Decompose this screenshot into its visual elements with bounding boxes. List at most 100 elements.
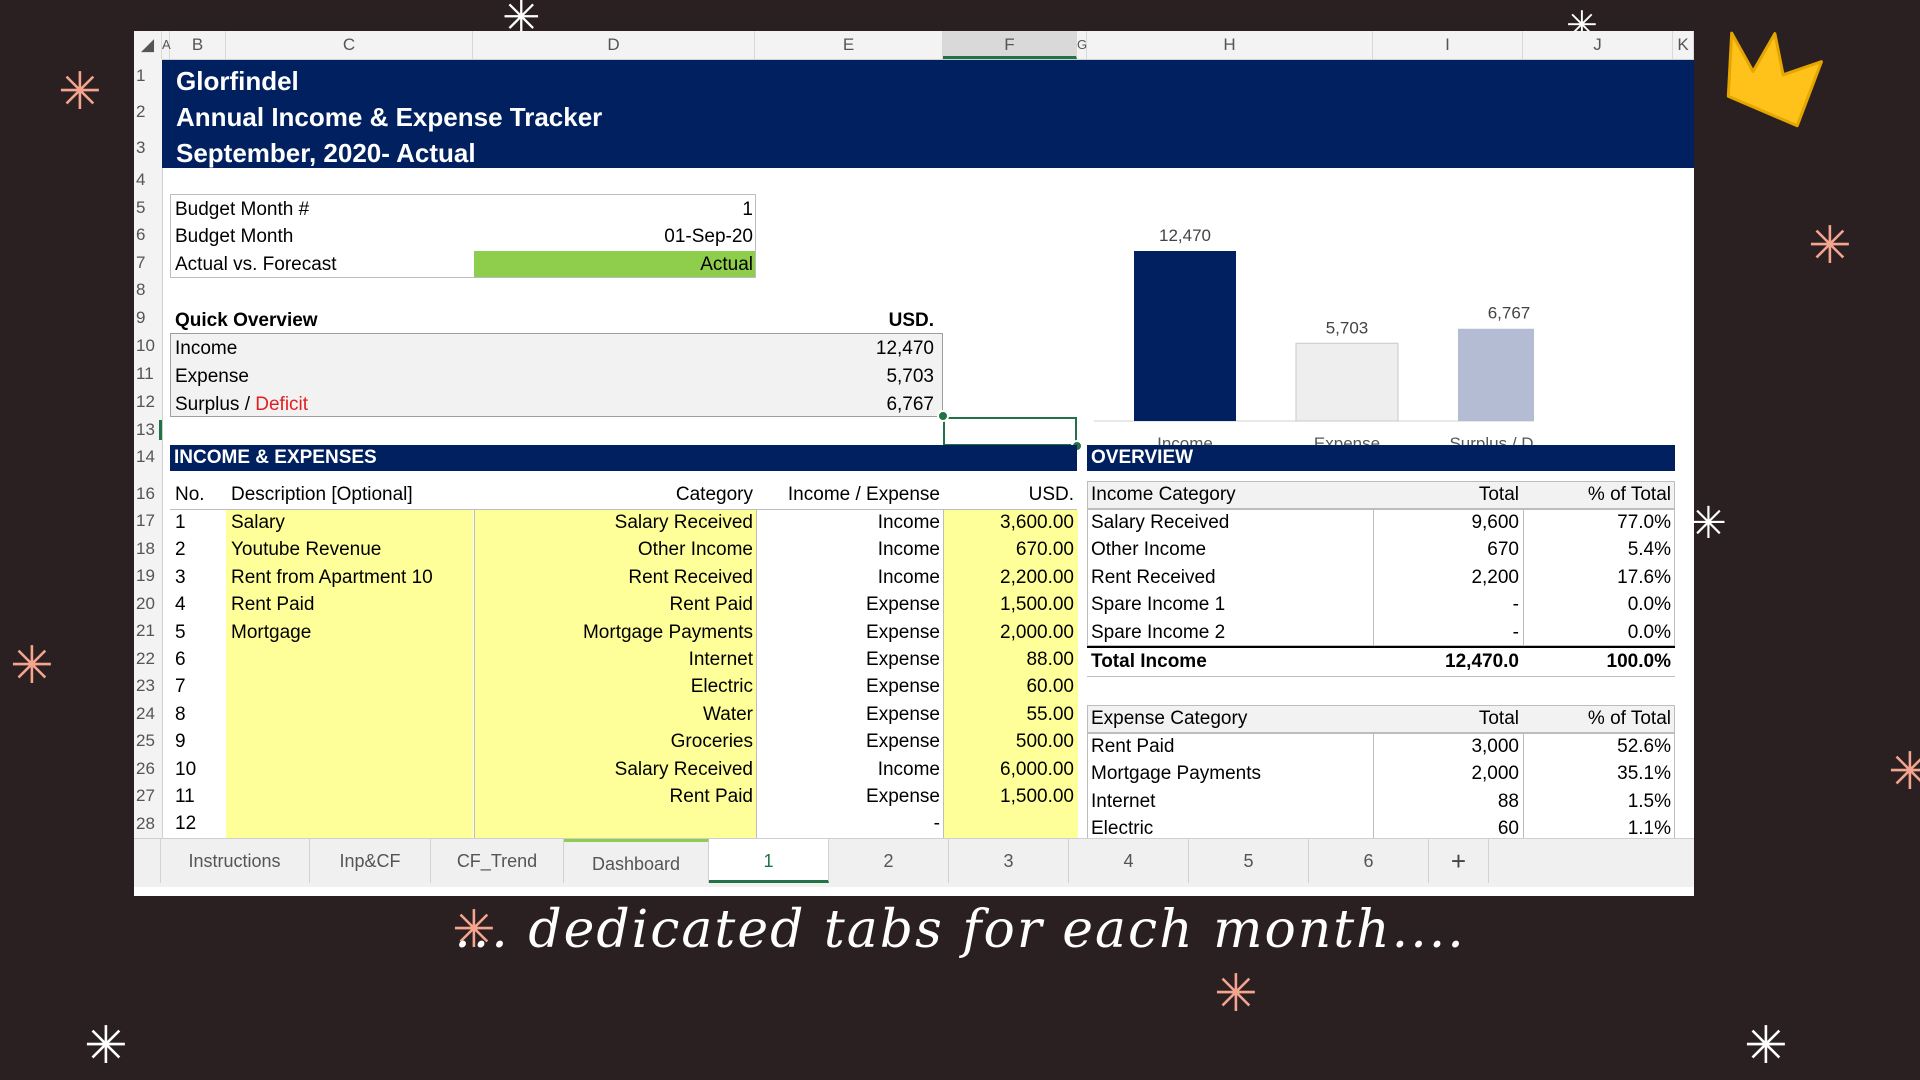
table-row: Other Income 670 5.4% [1087, 537, 1675, 564]
ie-cell-usd[interactable]: 670.00 [1015, 539, 1074, 561]
ie-cell-description[interactable]: Rent from Apartment 10 [231, 566, 433, 588]
budget-month-num-value[interactable]: 1 [742, 199, 753, 220]
tab-scroll-area[interactable] [134, 839, 161, 883]
row-header[interactable]: 17 [136, 511, 155, 530]
row-header[interactable]: 1 [136, 66, 146, 85]
overview-cell-pct: 1.1% [1627, 818, 1671, 840]
row-header[interactable]: 19 [136, 566, 155, 585]
row-header[interactable]: 13 [134, 420, 162, 440]
ie-cell-category[interactable]: Mortgage Payments [582, 621, 753, 643]
ie-cell-usd[interactable]: 1,500.00 [1000, 786, 1074, 807]
column-header-a[interactable]: A [162, 31, 171, 59]
column-header-b[interactable]: B [170, 31, 226, 59]
ie-cell-usd[interactable]: 1,500.00 [1000, 594, 1074, 616]
column-header-d[interactable]: D [473, 31, 755, 59]
row-header[interactable]: 6 [136, 225, 146, 244]
tab-month-2[interactable]: 2 [829, 839, 949, 883]
row-header[interactable]: 12 [136, 392, 155, 411]
selected-cell[interactable] [943, 417, 1077, 446]
row-header[interactable]: 18 [136, 539, 155, 558]
row-header[interactable]: 14 [136, 447, 155, 466]
chart-bar[interactable] [1295, 342, 1399, 422]
title-banner: Glorfindel Annual Income & Expense Track… [162, 60, 1694, 168]
selection-handle[interactable] [937, 410, 949, 422]
ie-cell-usd[interactable]: 2,200.00 [1000, 566, 1074, 588]
column-header-j[interactable]: J [1523, 31, 1673, 59]
row-header[interactable]: 8 [136, 280, 146, 299]
row-header[interactable]: 9 [136, 308, 146, 327]
ie-cell-income-expense: Income [877, 566, 940, 588]
row-header[interactable]: 16 [136, 484, 155, 503]
ie-cell-category[interactable]: Other Income [637, 539, 753, 561]
ie-cell-description[interactable]: Rent Paid [231, 594, 315, 616]
row-header[interactable]: 28 [136, 814, 155, 833]
tab-month-5[interactable]: 5 [1189, 839, 1309, 883]
tab-month-3[interactable]: 3 [949, 839, 1069, 883]
ie-cell-category[interactable]: Salary Received [614, 758, 753, 780]
row-header[interactable]: 5 [136, 198, 146, 217]
row-header[interactable]: 25 [136, 731, 155, 750]
add-sheet-button[interactable]: + [1429, 839, 1489, 883]
row-header[interactable]: 22 [136, 649, 155, 668]
tab-cf-trend[interactable]: CF_Trend [431, 839, 564, 883]
row-header[interactable]: 10 [136, 336, 155, 355]
overview-cell-category: Internet [1091, 790, 1156, 812]
row-header[interactable]: 2 [136, 102, 146, 121]
row-header[interactable]: 11 [136, 364, 154, 383]
tab-month-6[interactable]: 6 [1309, 839, 1429, 883]
row-header[interactable]: 7 [136, 253, 146, 272]
tab-inp-cf[interactable]: Inp&CF [310, 839, 431, 883]
row-header[interactable]: 20 [136, 594, 155, 613]
tab-instructions[interactable]: Instructions [160, 839, 310, 883]
budget-info-box [170, 194, 756, 278]
overview-cell-pct: 52.6% [1617, 736, 1671, 757]
budget-month-value[interactable]: 01-Sep-20 [664, 226, 753, 247]
ie-cell-usd[interactable]: 6,000.00 [1000, 758, 1074, 780]
column-header-g[interactable]: G [1077, 31, 1087, 59]
ie-cell-usd[interactable]: 2,000.00 [1000, 621, 1074, 643]
ie-cell-category[interactable]: Electric [690, 676, 753, 698]
table-row: Spare Income 1 - 0.0% [1087, 592, 1675, 619]
column-header-e[interactable]: E [755, 31, 943, 59]
chart-bar[interactable] [1458, 328, 1534, 421]
column-header-h[interactable]: H [1087, 31, 1373, 59]
ie-cell-usd[interactable]: 88.00 [1026, 649, 1074, 670]
ie-cell-description[interactable]: Mortgage [231, 621, 312, 643]
row-header[interactable]: 4 [136, 170, 146, 189]
ie-cell-description[interactable]: Salary [231, 512, 285, 533]
row-header[interactable]: 27 [136, 786, 155, 805]
ie-cell-category[interactable]: Rent Received [628, 566, 753, 588]
column-header-k[interactable]: K [1673, 31, 1694, 59]
expense-total-header: Total [1478, 708, 1519, 729]
row-header-corner[interactable]: ◢ [134, 31, 162, 59]
star-icon: ✳ [84, 1016, 128, 1076]
ie-cell-usd[interactable]: 55.00 [1026, 703, 1074, 725]
ie-cell-description[interactable]: Youtube Revenue [231, 539, 382, 561]
tab-month-4[interactable]: 4 [1069, 839, 1189, 883]
chart-bar[interactable] [1134, 251, 1236, 421]
row-header[interactable]: 3 [136, 138, 146, 157]
income-total-header: Total [1478, 484, 1519, 505]
ie-cell-category[interactable]: Rent Paid [669, 786, 753, 807]
column-header-f[interactable]: F [943, 31, 1077, 59]
row-header[interactable]: 21 [136, 621, 155, 640]
tab-month-1[interactable]: 1 [709, 839, 829, 883]
category-input-column [474, 510, 757, 838]
ie-cell-category[interactable]: Internet [688, 649, 753, 670]
row-header[interactable]: 24 [136, 704, 155, 723]
tab-dashboard[interactable]: Dashboard [564, 839, 709, 883]
ie-cell-category[interactable]: Water [703, 703, 753, 725]
ie-cell-usd[interactable]: 60.00 [1026, 676, 1074, 698]
ie-cell-usd[interactable]: 500.00 [1015, 731, 1074, 753]
overview-cell-total: - [1512, 594, 1519, 616]
ie-cell-category[interactable]: Rent Paid [669, 594, 753, 616]
actual-vs-forecast-value[interactable]: Actual [700, 254, 753, 275]
ie-cell-usd[interactable]: 3,600.00 [1000, 512, 1074, 533]
row-header[interactable]: 23 [136, 676, 155, 695]
row-header[interactable]: 26 [136, 759, 155, 778]
ie-cell-category[interactable]: Salary Received [614, 512, 753, 533]
ie-cell-category[interactable]: Groceries [670, 731, 753, 753]
column-header-c[interactable]: C [226, 31, 473, 59]
column-header-i[interactable]: I [1373, 31, 1523, 59]
